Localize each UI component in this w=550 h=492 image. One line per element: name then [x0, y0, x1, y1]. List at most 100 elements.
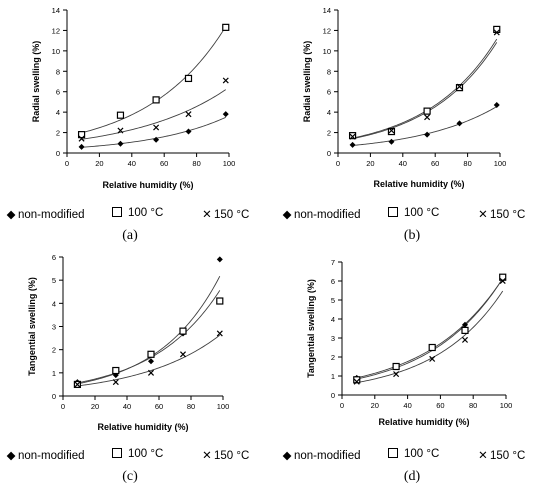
point-x	[349, 133, 356, 140]
diamond-icon: ◆	[282, 448, 292, 462]
point-x	[153, 124, 160, 131]
panel-b: 0 2 4 6 8 10 12 14 0 20 40 60 80 100 Relative humidity…	[275, 0, 550, 200]
y-tick-label: 12	[323, 26, 331, 35]
x-tick-label: 80	[469, 401, 477, 410]
point-square	[216, 297, 224, 305]
point-diamond	[388, 138, 395, 145]
y-tick-label: 0	[331, 391, 335, 400]
y-tick-label: 4	[327, 108, 331, 117]
legend-label-100c: 100 °C	[404, 448, 440, 460]
x-axis-label: Relative humidity (%)	[378, 417, 469, 427]
legend-item-150c: ✕ 150 °C	[200, 448, 249, 462]
legend-item-100c: 100 °C	[388, 448, 439, 460]
point-x	[499, 277, 506, 285]
diamond-icon: ◆	[282, 207, 292, 221]
point-square	[152, 96, 160, 104]
y-tick-label: 6	[56, 88, 60, 97]
legend-item-non-modified: ◆ non-modified	[4, 207, 85, 221]
x-tick-label: 40	[399, 159, 407, 168]
x-tick-label: 20	[95, 159, 103, 168]
x-mark-icon: ✕	[478, 448, 488, 462]
x-mark-icon: ✕	[478, 207, 488, 221]
legend-label-non-modified: non-modified	[294, 209, 361, 221]
square-icon	[112, 448, 122, 458]
y-tick-label: 3	[52, 323, 56, 332]
x-tick-label: 20	[366, 159, 374, 168]
y-tick-label: 5	[52, 276, 56, 285]
y-tick-label: 5	[331, 296, 335, 305]
x-tick-label: 0	[61, 402, 65, 411]
legend-item-non-modified: ◆ non-modified	[280, 448, 361, 462]
point-diamond	[153, 136, 160, 143]
x-tick-label: 60	[431, 159, 439, 168]
legend-label-150c: 150 °C	[490, 209, 526, 221]
panel-d: 0 1 2 3 4 5 6 7 0 20 40 60 80 100 Relative humidity (%…	[275, 245, 550, 440]
y-tick-label: 4	[52, 299, 56, 308]
legend-item-100c: 100 °C	[388, 207, 439, 219]
trendline-square	[81, 26, 227, 134]
point-diamond	[112, 372, 119, 379]
point-square	[455, 84, 464, 92]
point-square	[77, 131, 86, 139]
point-diamond	[222, 111, 229, 118]
point-square	[222, 23, 230, 31]
point-diamond	[424, 131, 431, 138]
x-tick-label: 0	[340, 401, 344, 410]
legend-label-100c: 100 °C	[128, 448, 164, 460]
point-x	[461, 336, 469, 343]
x-tick-label: 0	[336, 159, 340, 168]
y-axis-label: Radial swelling (%)	[302, 41, 312, 123]
chart-b: 0 2 4 6 8 10 12 14 0 20 40 60 80 100 Relative humidity…	[302, 6, 506, 189]
trendline-x	[352, 42, 498, 140]
y-tick-label: 14	[323, 6, 331, 15]
point-diamond	[456, 120, 463, 127]
y-axis-label: Radial swelling (%)	[31, 41, 41, 123]
trendline-square	[356, 278, 504, 380]
caption-c: (c)	[122, 469, 138, 484]
trendline-square	[77, 290, 221, 384]
point-x	[147, 369, 155, 376]
chart-a: 0 2 4 6 8 10 12 14 0 20 40 60 80 100 Relative humidity…	[31, 6, 236, 190]
caption-a: (a)	[122, 228, 138, 243]
legend-label-150c: 150 °C	[214, 450, 250, 462]
point-diamond	[493, 101, 500, 108]
x-tick-label: 80	[187, 402, 195, 411]
y-tick-label: 4	[56, 108, 60, 117]
y-tick-label: 3	[331, 334, 335, 343]
point-square	[348, 132, 357, 140]
point-square	[179, 327, 187, 335]
x-axis-label: Relative humidity (%)	[97, 422, 188, 432]
point-square	[184, 74, 193, 83]
legend-label-150c: 150 °C	[214, 209, 250, 221]
point-x	[216, 330, 223, 337]
diamond-icon: ◆	[6, 448, 16, 462]
legend-label-non-modified: non-modified	[294, 450, 361, 462]
point-diamond	[462, 321, 468, 328]
point-x	[179, 351, 187, 358]
x-tick-label: 100	[223, 159, 236, 168]
chart-d: 0 1 2 3 4 5 6 7 0 20 40 60 80 100 Relative humidity (%…	[306, 258, 512, 427]
diamond-icon: ◆	[6, 207, 16, 221]
y-tick-label: 12	[52, 26, 60, 35]
point-square	[116, 111, 125, 119]
legend-item-100c: 100 °C	[112, 207, 163, 219]
x-mark-icon: ✕	[202, 207, 212, 221]
legend-item-non-modified: ◆ non-modified	[4, 448, 85, 462]
trendline-diamond	[81, 116, 226, 148]
y-tick-label: 6	[52, 253, 56, 262]
trendline-square	[352, 38, 498, 139]
point-x	[185, 111, 192, 118]
point-diamond	[185, 128, 192, 135]
legend-label-100c: 100 °C	[404, 207, 440, 219]
point-diamond	[216, 256, 223, 263]
y-tick-label: 7	[331, 258, 335, 267]
y-tick-label: 14	[52, 6, 60, 15]
point-diamond	[78, 143, 85, 150]
y-tick-label: 8	[327, 67, 331, 76]
x-tick-label: 100	[217, 402, 230, 411]
x-axis-label: Relative humidity (%)	[102, 180, 193, 190]
legend-item-100c: 100 °C	[112, 448, 163, 460]
legend-label-100c: 100 °C	[128, 207, 164, 219]
y-tick-label: 8	[56, 67, 60, 76]
